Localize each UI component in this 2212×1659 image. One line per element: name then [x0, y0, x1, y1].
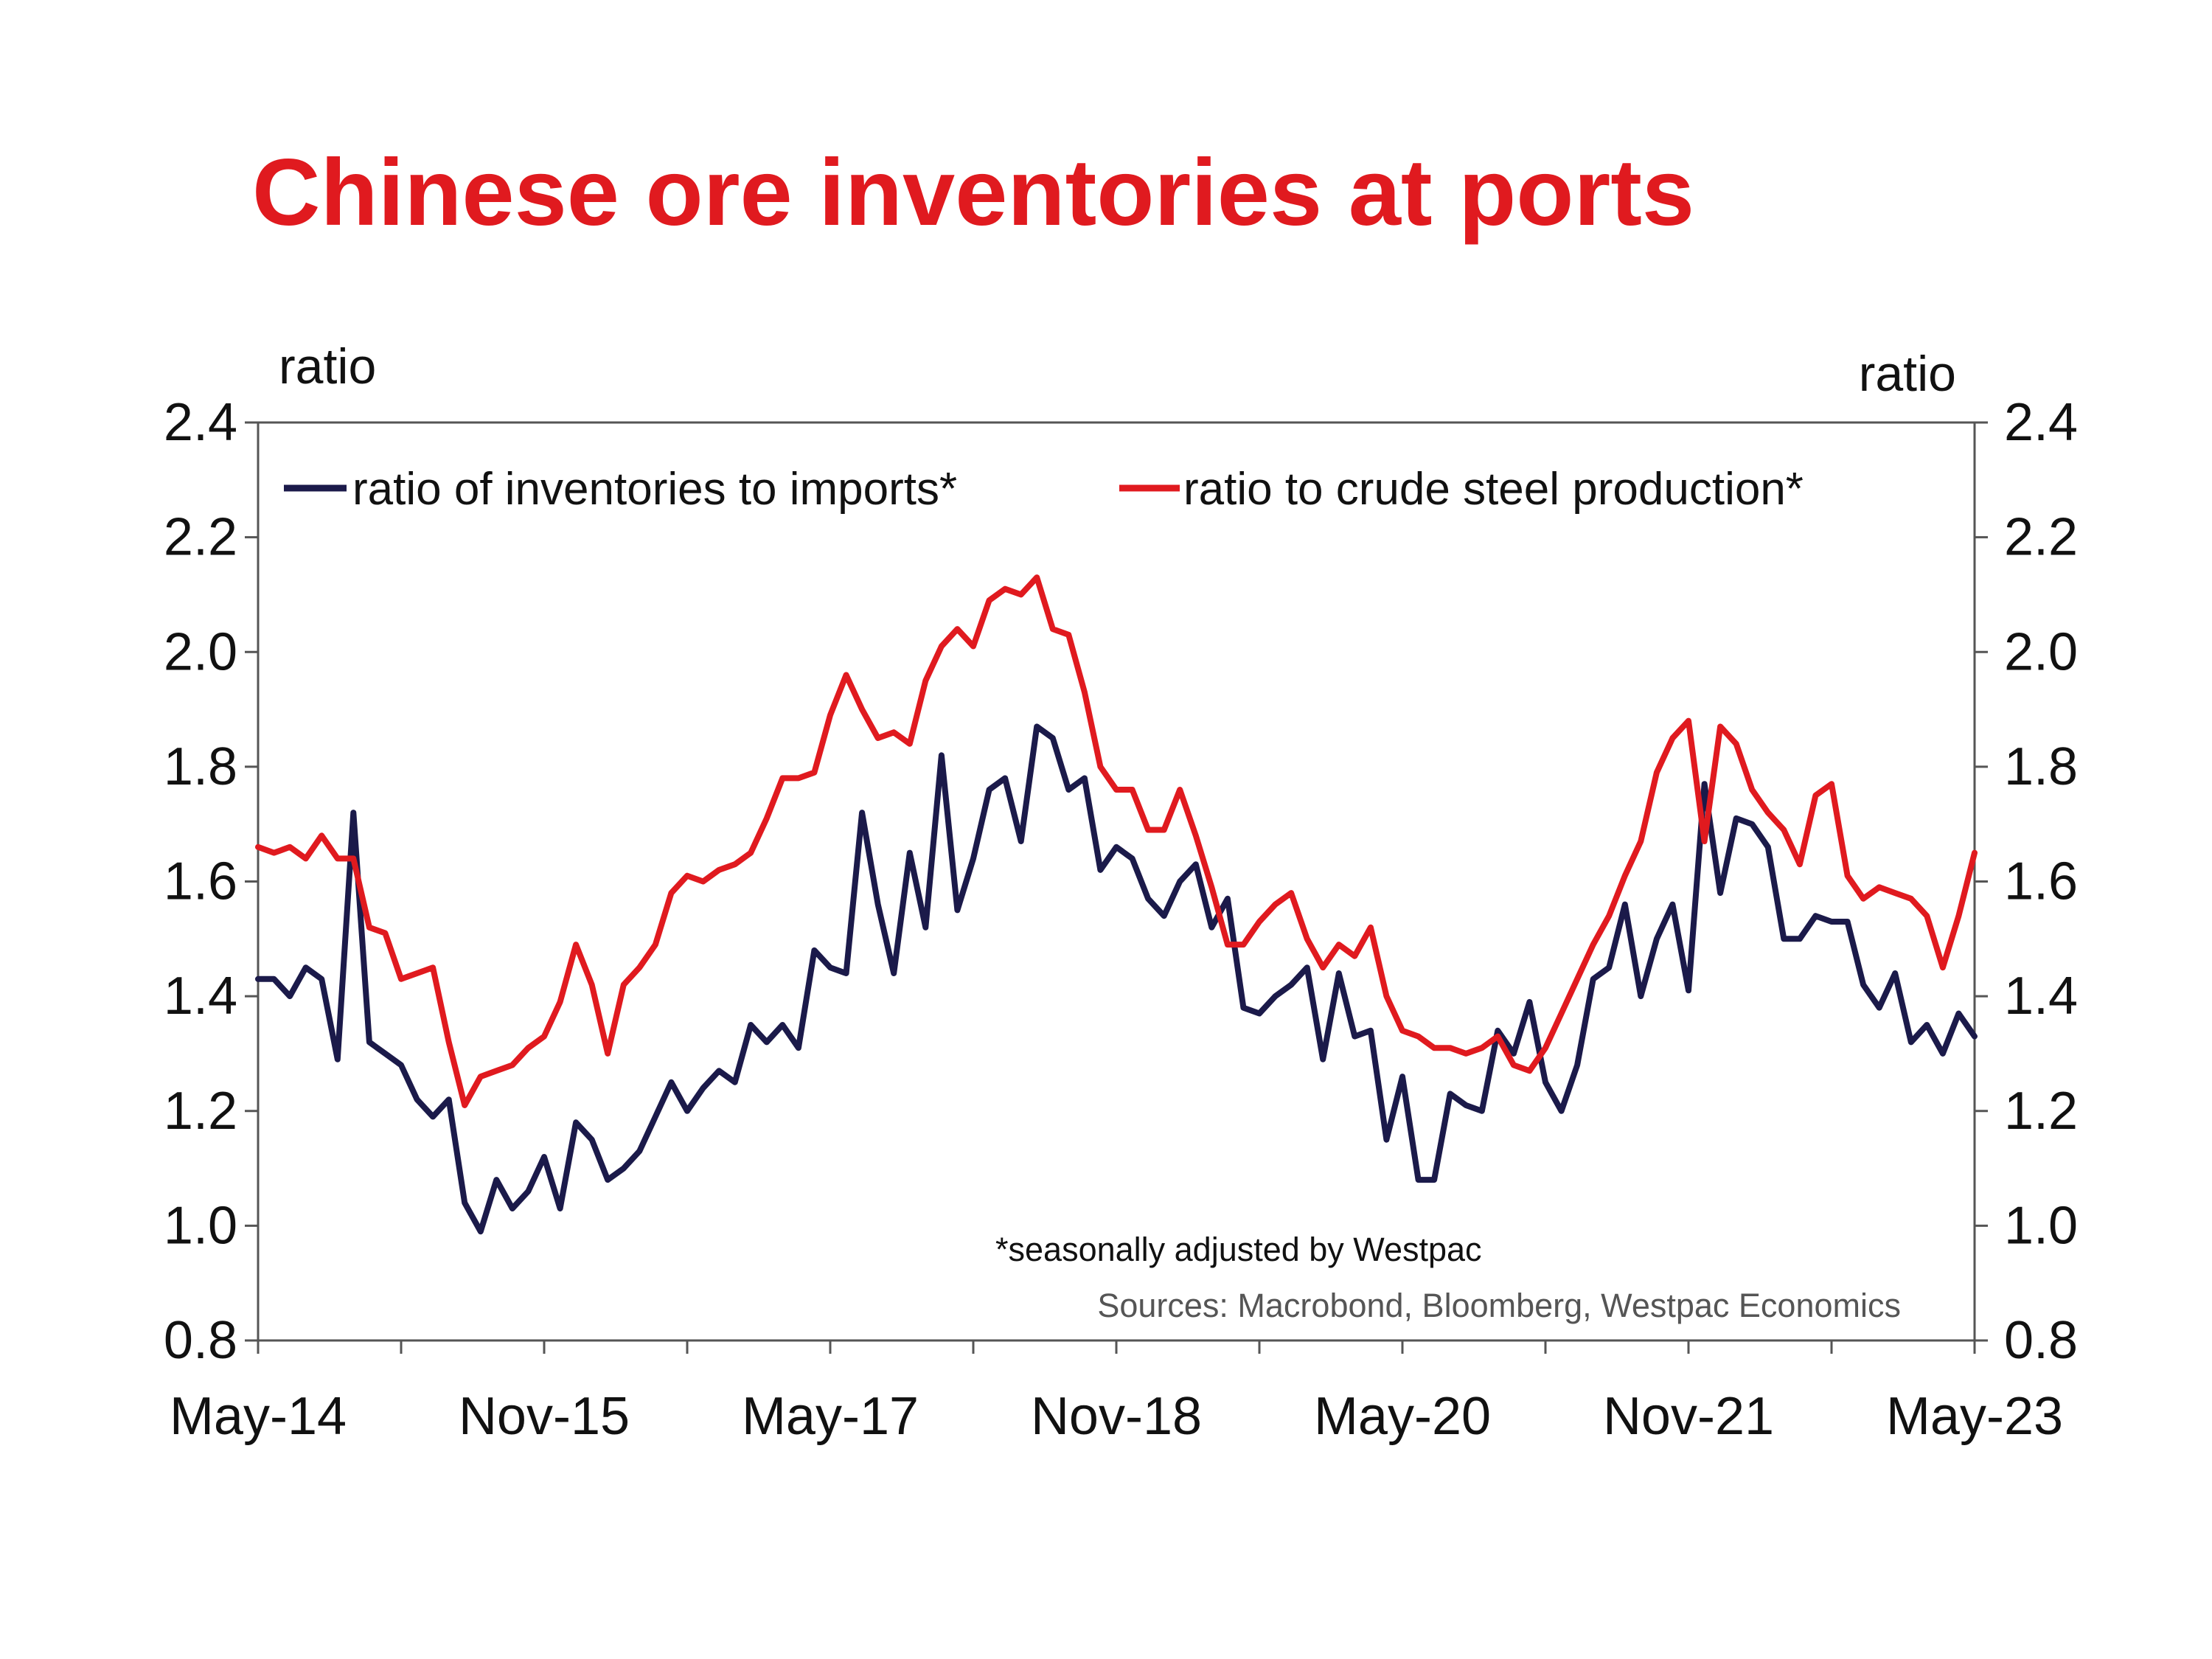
- y-tick-label-left: 1.6: [164, 852, 237, 911]
- y-tick-label-left: 2.4: [164, 393, 237, 452]
- series-line-imports: [255, 723, 1978, 1235]
- left-unit-label: ratio: [279, 338, 376, 394]
- y-tick-label-right: 1.0: [2004, 1196, 2078, 1255]
- y-tick-label-left: 1.4: [164, 967, 237, 1026]
- series-line-steel: [255, 574, 1978, 1108]
- x-tick-label: May-14: [170, 1387, 347, 1446]
- y-tick-label-right: 1.2: [2004, 1082, 2078, 1141]
- x-tick-label: May-17: [742, 1387, 919, 1446]
- x-tick-label: Nov-21: [1603, 1387, 1774, 1446]
- chart-title: Chinese ore inventories at ports: [252, 140, 1694, 246]
- series-layer: [255, 574, 1978, 1235]
- y-tick-label-left: 1.2: [164, 1082, 237, 1141]
- y-tick-label-right: 1.8: [2004, 737, 2078, 796]
- x-tick-label: Nov-15: [459, 1387, 630, 1446]
- seasonal-adjustment-note: *seasonally adjusted by Westpac: [995, 1231, 1482, 1268]
- sources-note: Sources: Macrobond, Bloomberg, Westpac E…: [1097, 1287, 1901, 1324]
- x-tick-label: May-23: [1886, 1387, 2063, 1446]
- y-axis: 0.8 0.8 1.0 1.0 1.2 1.2 1.4 1.4 1.6 1.6 1.8 1.8 2.0 2…: [164, 393, 2078, 1370]
- legend: ratio of inventories to imports* ratio t…: [284, 464, 1804, 515]
- y-tick-label-left: 2.2: [164, 508, 237, 567]
- y-tick-label-left: 1.0: [164, 1196, 237, 1255]
- right-unit-label: ratio: [1859, 346, 1956, 402]
- y-tick-label-right: 2.0: [2004, 622, 2078, 681]
- x-tick-label: May-20: [1314, 1387, 1491, 1446]
- legend-label-imports: ratio of inventories to imports*: [352, 464, 957, 515]
- y-tick-label-right: 2.4: [2004, 393, 2078, 452]
- y-tick-label-left: 0.8: [164, 1311, 237, 1370]
- y-tick-label-right: 1.6: [2004, 852, 2078, 911]
- y-tick-label-left: 1.8: [164, 737, 237, 796]
- x-tick-label: Nov-18: [1031, 1387, 1202, 1446]
- y-tick-label-right: 1.4: [2004, 967, 2078, 1026]
- y-tick-label-right: 0.8: [2004, 1311, 2078, 1370]
- x-axis: May-14 Nov-15 May-17 Nov-18 May-20 Nov-21 May-…: [170, 1340, 2063, 1446]
- y-tick-label-right: 2.2: [2004, 508, 2078, 567]
- y-tick-label-left: 2.0: [164, 622, 237, 681]
- legend-label-steel: ratio to crude steel production*: [1183, 464, 1804, 515]
